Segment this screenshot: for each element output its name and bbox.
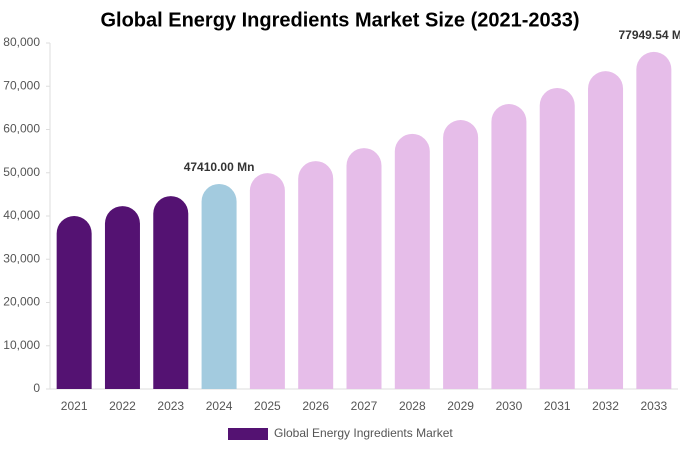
y-tick-label: 40,000 [3,208,40,222]
bar [298,161,334,389]
x-tick-label: 2029 [447,399,474,413]
y-tick-label: 50,000 [3,165,40,179]
y-tick-label: 70,000 [3,78,40,92]
y-tick-label: 10,000 [3,338,40,352]
x-tick-label: 2028 [399,399,426,413]
legend-swatch [228,428,268,440]
bar [346,148,382,389]
x-tick-label: 2032 [592,399,619,413]
data-label: 47410.00 Mn [184,160,255,174]
bar [394,133,430,389]
bar [636,51,672,390]
x-tick-label: 2030 [496,399,523,413]
y-tick-label: 80,000 [3,35,40,49]
bar [539,87,575,389]
y-tick-label: 30,000 [3,251,40,265]
bar [56,216,92,389]
x-tick-label: 2027 [351,399,378,413]
x-tick-label: 2026 [302,399,329,413]
bar [201,183,237,389]
x-tick-label: 2025 [254,399,281,413]
bar [588,71,624,390]
y-tick-label: 60,000 [3,122,40,136]
x-tick-label: 2021 [61,399,88,413]
bar [104,206,140,389]
bar [153,196,189,389]
bar [491,103,527,389]
bar [249,173,285,389]
bar [443,119,479,390]
x-tick-label: 2023 [157,399,184,413]
data-label: 77949.54 Mn [618,28,680,42]
x-tick-label: 2022 [109,399,136,413]
x-tick-label: 2024 [206,399,233,413]
y-tick-label: 0 [33,381,40,395]
y-tick-label: 20,000 [3,295,40,309]
x-tick-label: 2031 [544,399,571,413]
chart-title: Global Energy Ingredients Market Size (2… [100,9,579,31]
x-tick-label: 2033 [640,399,667,413]
legend-label: Global Energy Ingredients Market [274,426,453,440]
